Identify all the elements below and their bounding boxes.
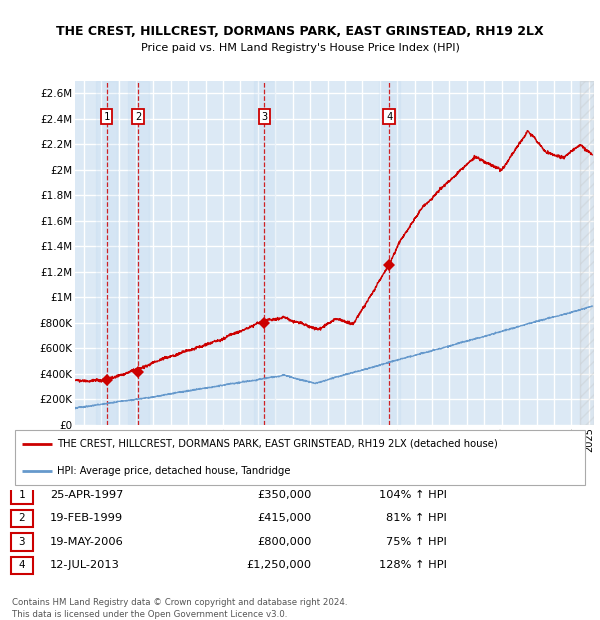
Text: 104% ↑ HPI: 104% ↑ HPI <box>379 490 447 500</box>
Text: Contains HM Land Registry data © Crown copyright and database right 2024.
This d: Contains HM Land Registry data © Crown c… <box>12 598 347 619</box>
Text: THE CREST, HILLCREST, DORMANS PARK, EAST GRINSTEAD, RH19 2LX (detached house): THE CREST, HILLCREST, DORMANS PARK, EAST… <box>57 439 497 449</box>
Text: 128% ↑ HPI: 128% ↑ HPI <box>379 560 447 570</box>
FancyBboxPatch shape <box>11 510 33 527</box>
Text: £350,000: £350,000 <box>257 490 312 500</box>
Text: 2: 2 <box>135 112 142 122</box>
Bar <box>128 81 149 425</box>
Text: £1,250,000: £1,250,000 <box>247 560 312 570</box>
Bar <box>254 81 275 425</box>
Bar <box>379 81 400 425</box>
Text: HPI: Average price, detached house, Tandridge: HPI: Average price, detached house, Tand… <box>57 466 290 476</box>
Text: 75% ↑ HPI: 75% ↑ HPI <box>386 537 447 547</box>
Text: 19-MAY-2006: 19-MAY-2006 <box>50 537 124 547</box>
Text: 81% ↑ HPI: 81% ↑ HPI <box>386 513 447 523</box>
Text: 25-APR-1997: 25-APR-1997 <box>50 490 124 500</box>
Bar <box>96 81 117 425</box>
Text: 1: 1 <box>104 112 110 122</box>
Text: 4: 4 <box>19 560 25 570</box>
Text: 12-JUL-2013: 12-JUL-2013 <box>50 560 120 570</box>
Text: 19-FEB-1999: 19-FEB-1999 <box>50 513 123 523</box>
Bar <box>580 81 594 425</box>
Text: £800,000: £800,000 <box>257 537 312 547</box>
Text: Price paid vs. HM Land Registry's House Price Index (HPI): Price paid vs. HM Land Registry's House … <box>140 43 460 53</box>
Text: THE CREST, HILLCREST, DORMANS PARK, EAST GRINSTEAD, RH19 2LX: THE CREST, HILLCREST, DORMANS PARK, EAST… <box>56 25 544 38</box>
FancyBboxPatch shape <box>11 486 33 504</box>
Bar <box>580 81 594 425</box>
FancyBboxPatch shape <box>11 533 33 551</box>
Text: 1: 1 <box>19 490 25 500</box>
Text: £415,000: £415,000 <box>257 513 312 523</box>
Text: 4: 4 <box>386 112 392 122</box>
FancyBboxPatch shape <box>15 430 585 485</box>
Text: 3: 3 <box>262 112 268 122</box>
FancyBboxPatch shape <box>11 557 33 574</box>
Text: 2: 2 <box>19 513 25 523</box>
Text: 3: 3 <box>19 537 25 547</box>
